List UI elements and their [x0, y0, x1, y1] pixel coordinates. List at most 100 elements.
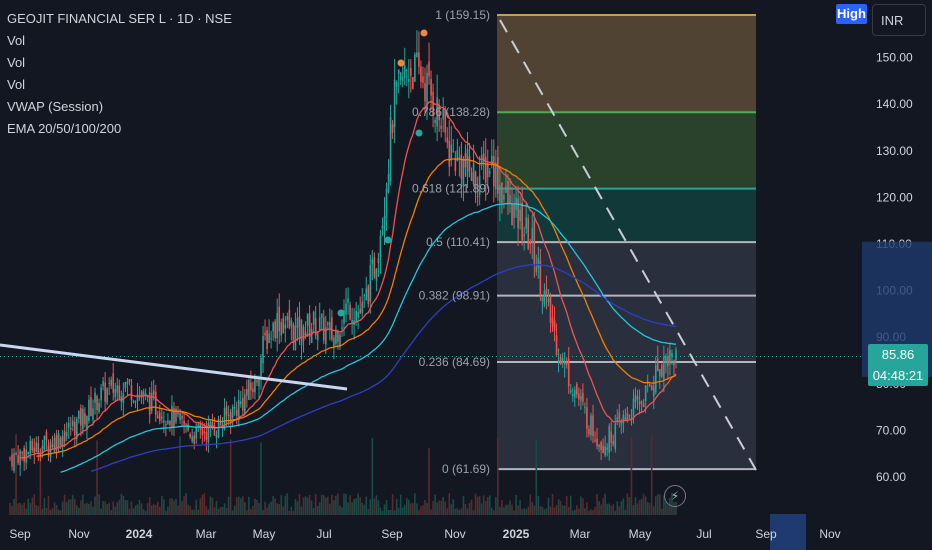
volume-bar — [367, 508, 370, 515]
high-badge[interactable]: High — [836, 4, 867, 24]
candle-body — [51, 444, 54, 448]
currency-selector[interactable]: INR — [872, 4, 926, 36]
volume-bar — [150, 505, 153, 515]
candle-body — [513, 204, 515, 218]
candle-body — [480, 154, 483, 166]
x-tick-10: May — [629, 527, 652, 541]
volume-bar — [254, 498, 256, 515]
candle-body — [531, 228, 534, 242]
indicator-ema[interactable]: EMA 20/50/100/200 — [7, 121, 122, 136]
volume-bar — [96, 440, 98, 515]
volume-bar — [132, 508, 135, 515]
x-tick-6: Sep — [381, 527, 403, 541]
candle-body — [509, 194, 511, 204]
candle-body — [578, 393, 580, 400]
candle-body — [671, 352, 673, 357]
candle-body — [335, 329, 337, 344]
volume-bar — [284, 495, 287, 515]
fib-label-3: 0.5 (110.41) — [426, 235, 490, 249]
candle-body — [94, 392, 96, 403]
candle-body — [134, 401, 137, 403]
candle-body — [614, 423, 617, 450]
volume-bar — [612, 504, 615, 515]
candle-body — [347, 298, 349, 303]
volume-bar — [161, 495, 163, 515]
volume-bar — [474, 493, 477, 515]
x-tick-11: Jul — [696, 527, 711, 541]
volume-bar — [17, 503, 19, 515]
candle-body — [161, 416, 163, 419]
candle-body — [604, 446, 606, 456]
volume-bar — [108, 503, 110, 515]
candle-body — [27, 452, 30, 455]
lightning-icon[interactable]: ⚡ — [664, 485, 686, 507]
volume-bar — [288, 510, 291, 515]
x-tick-13: Nov — [819, 527, 840, 541]
volume-bar — [199, 498, 202, 515]
candle-body — [497, 157, 499, 194]
candle-body — [112, 373, 115, 393]
candle-body — [231, 406, 234, 418]
volume-bar — [61, 501, 64, 515]
candle-body — [324, 327, 327, 345]
volume-bar — [11, 505, 13, 515]
volume-bar — [148, 497, 151, 515]
volume-bar — [482, 495, 485, 515]
candle-body — [17, 455, 19, 464]
candle-body — [675, 350, 677, 361]
symbol-title[interactable]: GEOJIT FINANCIAL SER L · 1D · NSE — [7, 11, 232, 26]
volume-bar — [248, 496, 250, 515]
volume-bar — [37, 506, 40, 515]
candle-body — [399, 72, 402, 80]
fib-zone-0 — [497, 14, 756, 113]
volume-bar — [525, 509, 528, 515]
volume-bar — [140, 503, 143, 515]
candle-body — [90, 396, 92, 417]
volume-bar — [280, 495, 283, 515]
candle-body — [507, 181, 509, 204]
indicator-vwap[interactable]: VWAP (Session) — [7, 99, 104, 114]
volume-bar — [401, 507, 404, 515]
volume-bar — [329, 503, 331, 515]
volume-bar — [177, 505, 179, 515]
candle-body — [41, 446, 44, 453]
candle-body — [567, 358, 570, 387]
volume-bar — [239, 498, 242, 515]
volume-bar — [195, 499, 198, 515]
x-tick-1: Nov — [68, 527, 89, 541]
ema-20-line — [19, 100, 677, 459]
indicator-vol-1[interactable]: Vol — [7, 33, 26, 48]
signal-marker-0 — [420, 29, 428, 37]
volume-bar — [47, 495, 50, 515]
last-price-label: 85.86 04:48:21 — [868, 344, 928, 386]
bar-countdown: 04:48:21 — [872, 368, 924, 383]
volume-bar — [460, 507, 463, 515]
candle-body — [203, 431, 206, 434]
volume-bar — [235, 497, 238, 515]
candle-body — [331, 317, 333, 340]
candle-body — [624, 417, 627, 420]
volume-bar — [569, 495, 572, 515]
candle-body — [175, 408, 177, 423]
candle-body — [239, 401, 242, 405]
candle-body — [248, 380, 250, 400]
indicator-vol-2[interactable]: Vol — [7, 55, 26, 70]
candle-body — [191, 436, 193, 442]
candle-body — [444, 108, 447, 133]
volume-bar — [333, 500, 335, 515]
volume-bar — [349, 495, 351, 515]
volume-bar — [476, 496, 479, 515]
candle-body — [195, 426, 198, 439]
volume-bar — [9, 503, 11, 515]
candle-body — [173, 407, 175, 427]
indicator-vol-3[interactable]: Vol — [7, 77, 26, 92]
candle-body — [59, 437, 62, 446]
volume-bar — [102, 500, 104, 515]
candle-body — [450, 144, 453, 161]
volume-bar — [237, 496, 240, 515]
volume-bar — [128, 508, 131, 515]
fib-label-5: 0.236 (84.69) — [419, 355, 490, 369]
candle-body — [227, 414, 230, 417]
candle-body — [110, 379, 113, 386]
